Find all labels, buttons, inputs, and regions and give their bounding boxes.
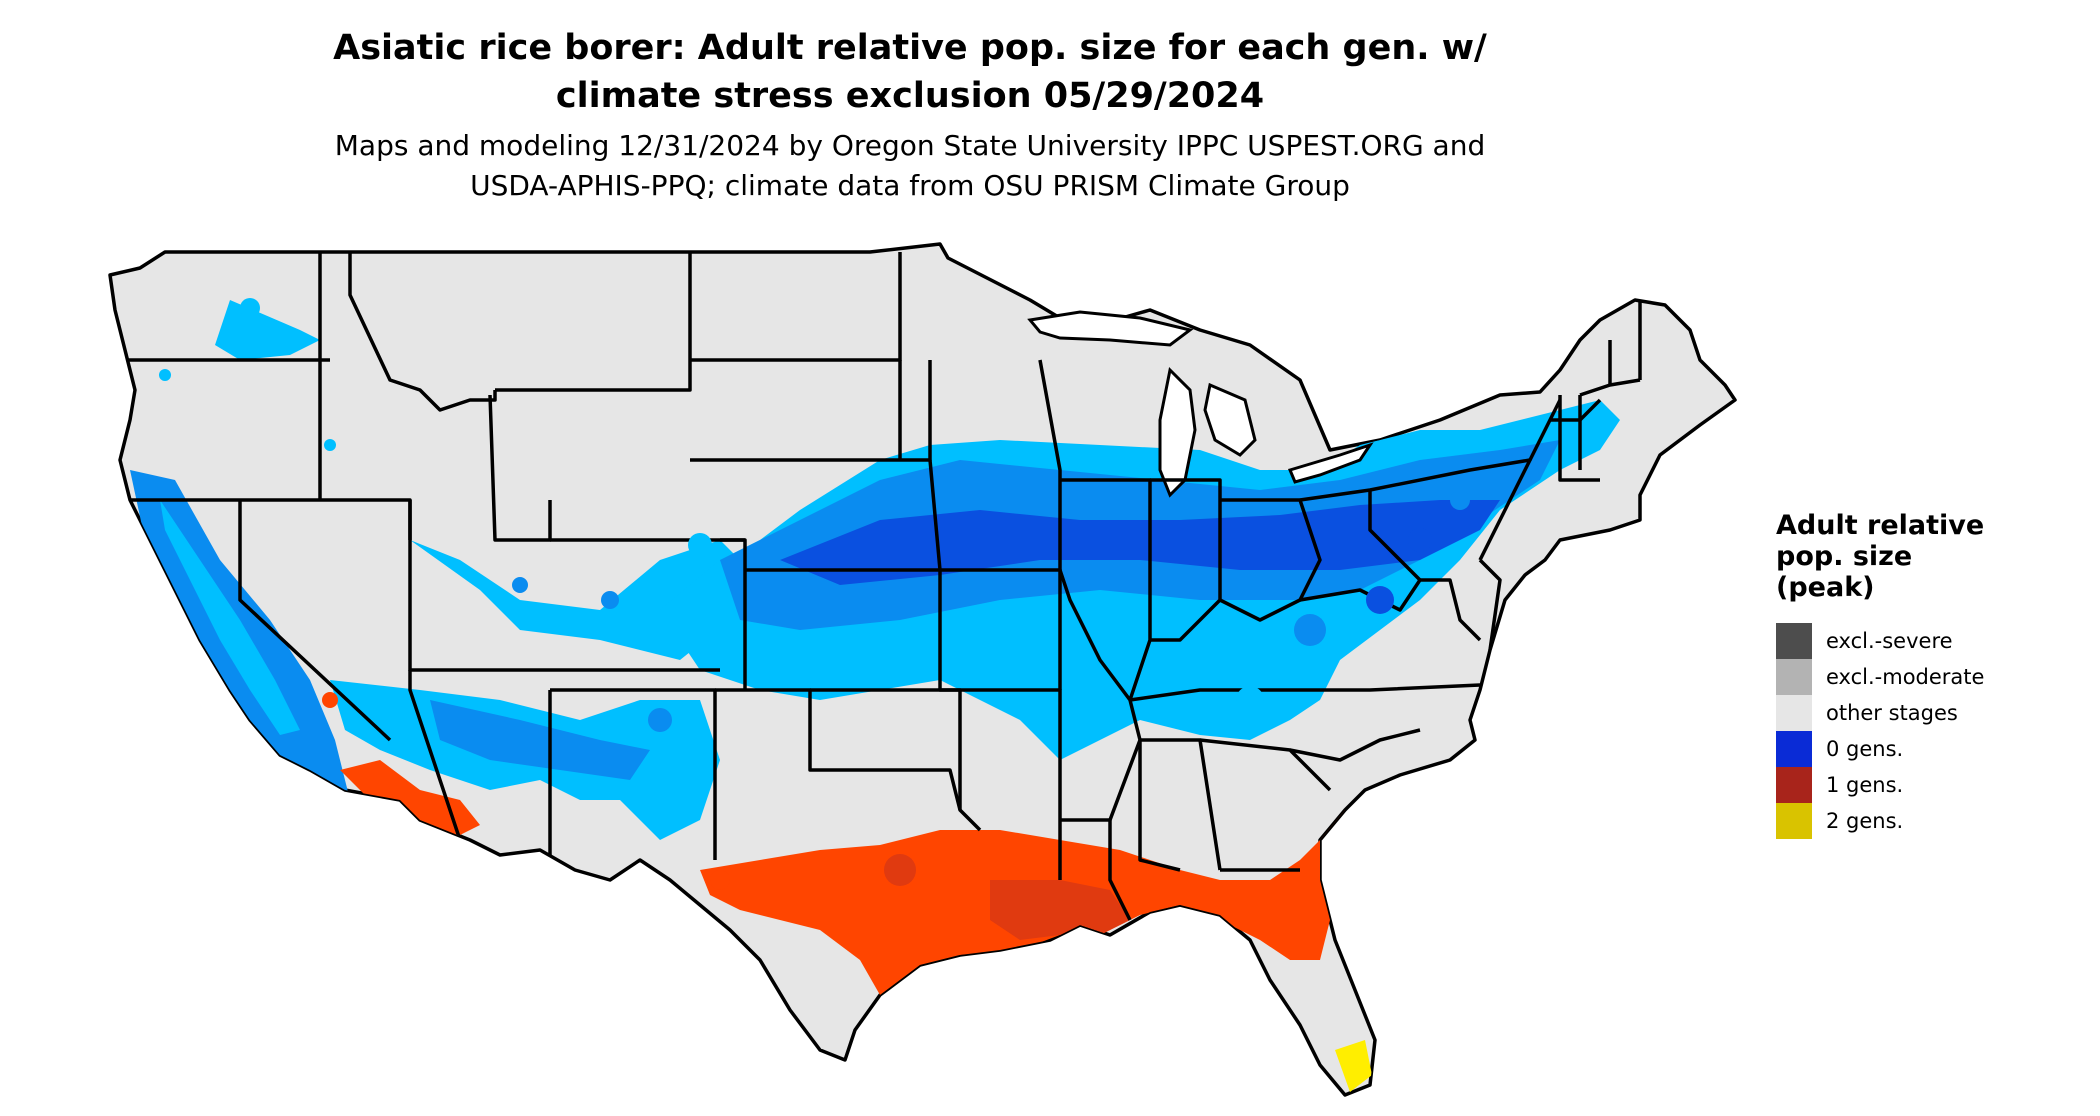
legend-title-line-1: Adult relative [1776,510,1985,541]
subtitle-line-2: USDA-APHIS-PPQ; climate data from OSU PR… [470,169,1350,202]
legend-item: excl.-moderate [1776,659,2076,695]
title-line-1: Asiatic rice borer: Adult relative pop. … [333,28,1487,68]
legend-swatch [1776,695,1812,731]
map-subtitle: Maps and modeling 12/31/2024 by Oregon S… [160,126,1660,206]
legend-swatch [1776,803,1812,839]
zone-2-gens-south-florida [1335,1040,1372,1092]
map-title: Asiatic rice borer: Adult relative pop. … [160,24,1660,120]
legend-swatch [1776,767,1812,803]
legend-swatch [1776,623,1812,659]
lake-erie [1287,442,1374,484]
legend-title: Adult relative pop. size (peak) [1776,510,2076,603]
legend-label: other stages [1826,701,1958,725]
legend-label: excl.-severe [1826,629,1953,653]
legend-item: 2 gens. [1776,803,2076,839]
legend-title-line-2: pop. size [1776,541,1913,572]
legend-swatch [1776,731,1812,767]
zone-0-gens-southwest [410,540,740,660]
generation-zones [130,300,1620,1092]
legend-label: excl.-moderate [1826,665,1985,689]
legend-label: 2 gens. [1826,809,1904,833]
subtitle-line-1: Maps and modeling 12/31/2024 by Oregon S… [334,129,1486,162]
legend-items: excl.-severe excl.-moderate other stages 0 … [1776,623,2076,839]
lake-superior [1027,310,1194,347]
lake-huron [1203,382,1257,457]
legend-label: 0 gens. [1826,737,1904,761]
legend-swatch [1776,659,1812,695]
lake-michigan [1158,366,1197,498]
title-line-2: climate stress exclusion 05/29/2024 [555,76,1265,116]
legend-label: 1 gens. [1826,773,1904,797]
zone-speckles [159,298,1470,890]
state-borders [120,252,1642,921]
legend-item: 1 gens. [1776,767,2076,803]
legend-item: excl.-severe [1776,623,2076,659]
legend-item: other stages [1776,695,2076,731]
legend-item: 0 gens. [1776,731,2076,767]
legend: Adult relative pop. size (peak) excl.-se… [1776,510,2076,839]
legend-title-line-3: (peak) [1776,572,1875,603]
zone-1-gens-arizona [340,760,480,840]
zone-1-gens-louisiana [990,880,1130,940]
zone-0-gens-washington [215,300,320,360]
zone-0-gens-california-inner [160,500,300,735]
